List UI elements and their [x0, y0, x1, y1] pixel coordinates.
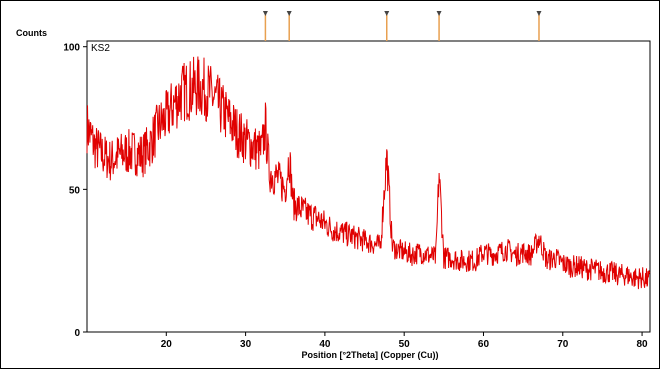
x-tick-label: 80: [637, 339, 649, 350]
x-ticks: 20 30 40 50 60 70 80: [161, 332, 648, 350]
x-tick-label: 20: [161, 339, 173, 350]
y-ticks: 0 50 100: [63, 43, 87, 339]
reference-peak-marker: [436, 11, 442, 16]
reference-peak-marker: [536, 11, 542, 16]
y-tick-label: 50: [69, 185, 81, 196]
y-tick-label: 100: [63, 43, 80, 54]
reference-peaks: [262, 11, 542, 41]
x-tick-label: 30: [240, 339, 252, 350]
x-tick-label: 50: [399, 339, 411, 350]
y-tick-label: 0: [74, 328, 80, 339]
y-axis-title: Counts: [16, 28, 47, 38]
series-line-ks2: [86, 56, 651, 290]
x-tick-label: 40: [319, 339, 331, 350]
reference-peak-marker: [384, 11, 390, 16]
reference-peak-marker: [286, 11, 292, 16]
x-tick-label: 70: [557, 339, 569, 350]
sample-label: KS2: [91, 43, 110, 54]
reference-peak-marker: [262, 11, 268, 16]
x-tick-label: 60: [478, 339, 490, 350]
x-axis-title: Position [°2Theta] (Copper (Cu)): [301, 350, 438, 360]
